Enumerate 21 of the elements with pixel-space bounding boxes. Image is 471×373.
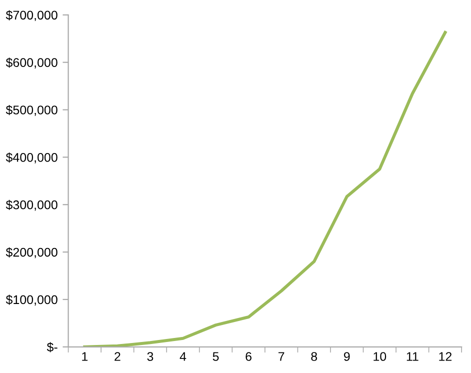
line-series [83,30,447,347]
y-tick-label: $400,000 [6,152,58,164]
x-tick-label: 11 [406,352,418,361]
x-tick-label: 2 [114,352,120,361]
x-tick-label: 9 [344,352,350,361]
y-tick-label: $600,000 [6,58,58,68]
y-tick-label: $- [46,342,58,352]
y-tick-label: $200,000 [6,247,58,258]
x-tick-label: 8 [311,352,318,361]
y-tick-label: $100,000 [6,294,58,306]
x-tick-label: 3 [147,352,154,361]
x-tick-label: 1 [82,352,88,361]
x-tick-label: 5 [212,352,219,361]
x-tick-label: 4 [180,352,186,361]
x-tick-label: 10 [374,352,386,361]
x-tick-label: 7 [278,352,284,361]
x-tick-label: 12 [439,352,452,361]
x-tick-label: 6 [246,352,252,361]
y-tick-label: $500,000 [6,105,58,116]
y-tick-label: $700,000 [6,10,58,22]
y-tick-label: $300,000 [6,200,58,211]
